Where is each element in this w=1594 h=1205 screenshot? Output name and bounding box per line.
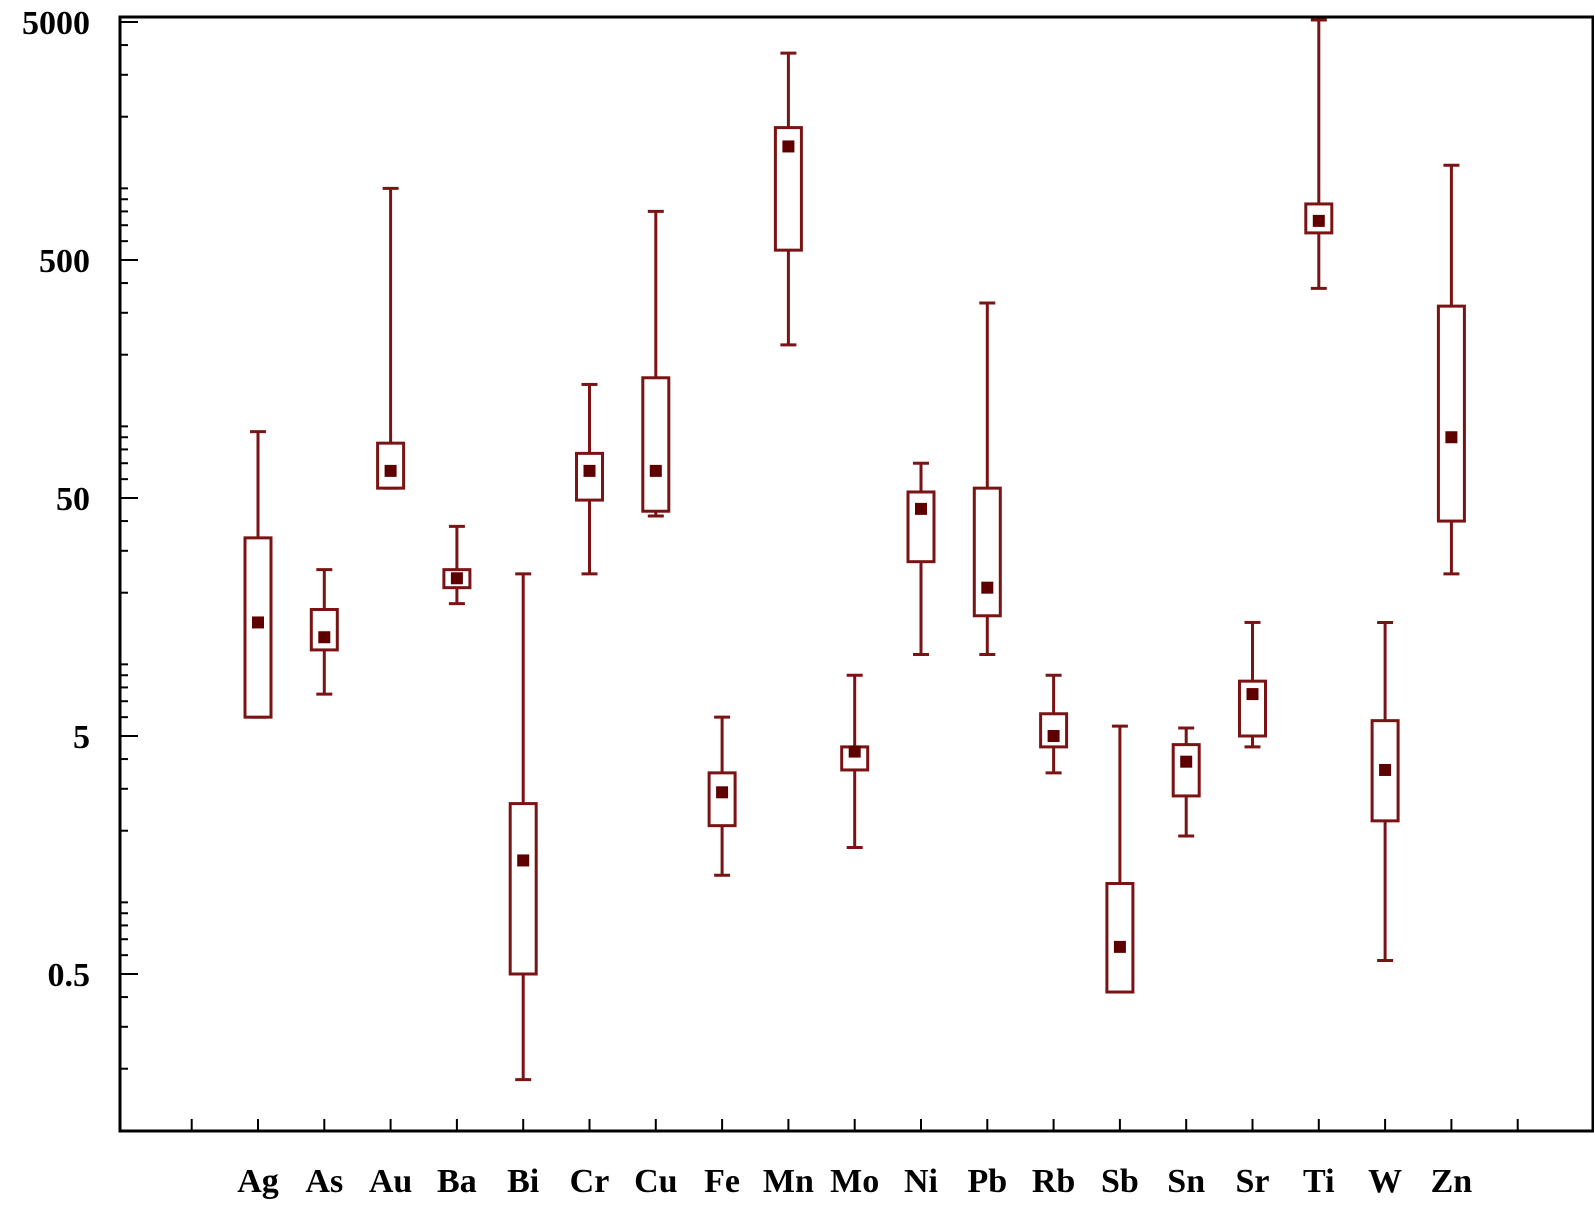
iqr-box [972, 486, 1002, 618]
median-marker [1445, 431, 1458, 444]
box-cu [641, 209, 671, 518]
iqr-box [1171, 743, 1201, 798]
box-ag [243, 430, 273, 719]
x-tick-label: Zn [1431, 1163, 1473, 1200]
box-sb [1105, 724, 1135, 994]
median-marker [981, 581, 994, 594]
median-marker [450, 572, 463, 585]
box-ba [442, 524, 472, 606]
box-bi [508, 572, 538, 1082]
median-marker [318, 631, 331, 644]
x-tick-label: Mn [763, 1163, 814, 1200]
median-marker [649, 464, 662, 477]
median-marker [1047, 730, 1060, 742]
median-marker [1312, 214, 1325, 227]
x-tick-label: Ba [437, 1163, 477, 1200]
x-tick-label: As [305, 1163, 343, 1200]
iqr-box [641, 376, 671, 513]
median-marker [915, 502, 927, 515]
median-marker [1180, 755, 1193, 768]
x-tick-label: W [1368, 1163, 1402, 1200]
box-w [1370, 620, 1400, 962]
box-cr [575, 382, 604, 576]
iqr-box [508, 802, 538, 976]
x-tick-label: Sr [1236, 1163, 1270, 1200]
median-marker [716, 786, 729, 799]
median-marker [384, 464, 397, 477]
x-tick-label: Ti [1303, 1163, 1335, 1200]
median-marker [517, 854, 530, 867]
y-tick-label: 5000 [22, 5, 90, 42]
box-as [309, 568, 339, 696]
iqr-box [906, 490, 936, 564]
box-zn [1436, 163, 1466, 576]
iqr-box [1105, 882, 1135, 994]
iqr-box [1436, 304, 1466, 523]
box-ti [1304, 18, 1334, 290]
iqr-box [309, 608, 339, 652]
box-pb [972, 301, 1002, 657]
y-tick-label: 5 [73, 719, 90, 756]
x-tick-label: Pb [967, 1163, 1007, 1200]
plot-frame [118, 15, 1594, 1133]
box-sn [1171, 726, 1201, 838]
iqr-box [707, 771, 737, 828]
x-tick-label: Ag [237, 1163, 279, 1200]
x-tick-label: Cu [634, 1163, 677, 1200]
iqr-box [376, 441, 406, 490]
y-axis-ticks: 0.5 5 50 500 5000 [22, 5, 138, 994]
x-tick-label: Sn [1167, 1163, 1205, 1200]
box-mo [840, 673, 870, 850]
x-tick-label: Fe [704, 1163, 740, 1200]
x-tick-label: Rb [1032, 1163, 1075, 1200]
median-marker [252, 616, 264, 629]
box-sr [1238, 620, 1267, 749]
x-tick-label: Bi [507, 1163, 539, 1200]
y-tick-label: 0.5 [48, 957, 91, 994]
median-marker [1113, 940, 1126, 953]
box-mn [773, 51, 803, 347]
x-tick-label: Ni [904, 1163, 938, 1200]
x-tick-label: Mo [830, 1163, 879, 1200]
box-rb [1039, 673, 1069, 775]
median-marker [583, 464, 596, 477]
x-tick-label: Au [369, 1163, 412, 1200]
median-marker [782, 140, 795, 153]
iqr-box [773, 126, 803, 252]
y-tick-label: 500 [39, 243, 90, 280]
median-marker [1379, 763, 1392, 776]
box-fe [707, 715, 737, 877]
x-tick-label: Sb [1101, 1163, 1139, 1200]
x-axis-ticks: Ag As Au Ba Bi Cr Cu Fe Mn Mo Ni Pb Rb Sb Sn Sr Ti W Zn [190, 1119, 1519, 1200]
box-au [376, 186, 406, 490]
box-series [243, 18, 1466, 1082]
box-ni [906, 461, 936, 657]
median-marker [848, 745, 861, 758]
median-marker [1246, 688, 1259, 701]
x-tick-label: Cr [570, 1163, 610, 1200]
y-tick-label: 50 [56, 481, 90, 518]
